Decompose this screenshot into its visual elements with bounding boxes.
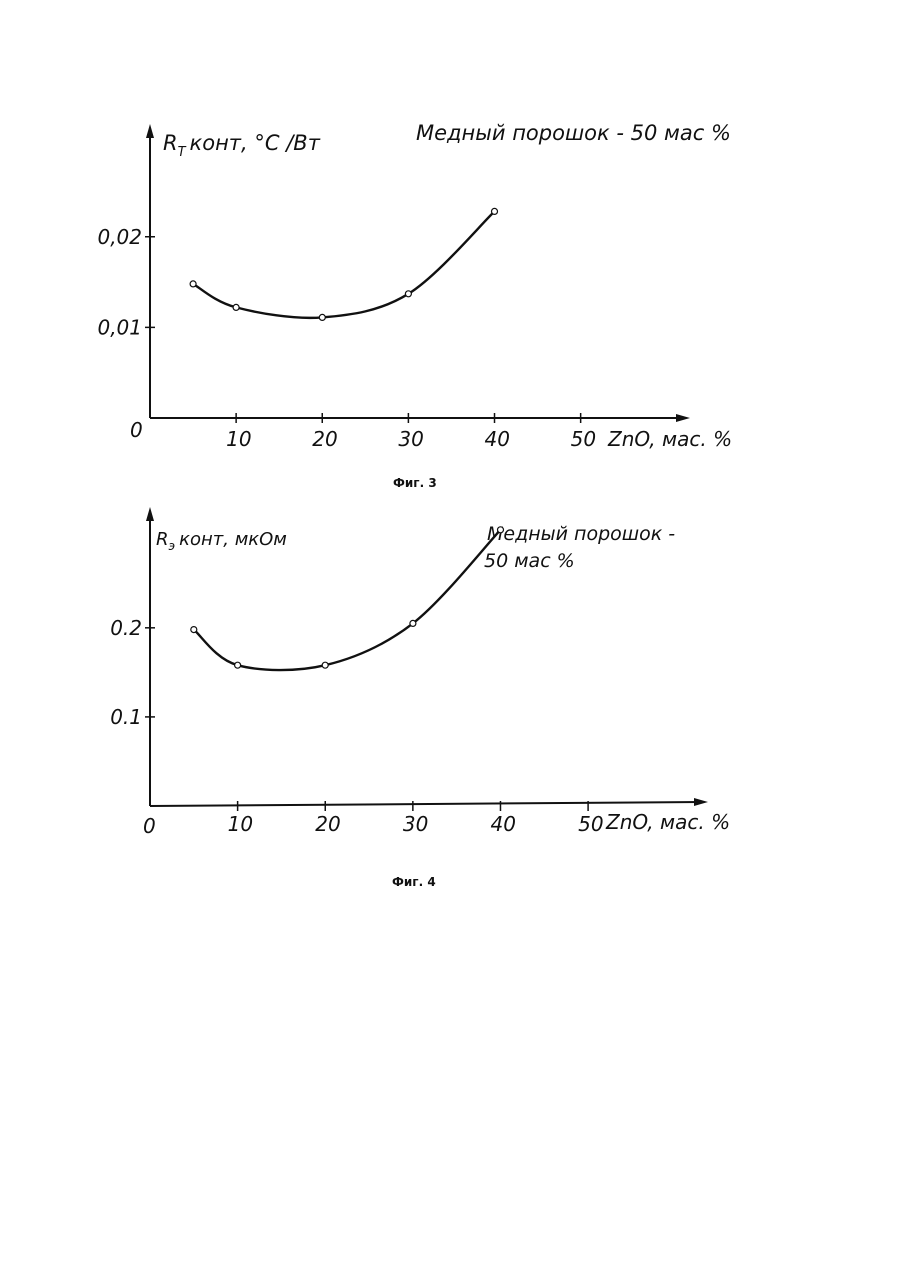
fig3-y-axis-arrow (146, 124, 154, 138)
fig3-series-curve (193, 211, 494, 317)
fig3-annotation: Медный порошок - 50 мас % (416, 121, 731, 145)
fig4-x-tick-label: 20 (315, 812, 340, 836)
fig4-x-axis (150, 802, 702, 806)
fig4-annotation-line1: Медный порошок - (487, 523, 675, 545)
fig4-y-axis-arrow (146, 507, 154, 521)
fig3-xlabel: ZnO, мас. % (607, 427, 732, 451)
fig4-x-tick-label: 30 (403, 812, 428, 836)
chart-fig4: Rэконт, мкОм Медный порошок - 50 мас % 0… (110, 507, 730, 889)
fig3-y-tick-label: 0,01 (97, 315, 142, 339)
fig4-data-point (410, 620, 416, 626)
fig3-data-point (405, 291, 411, 297)
fig3-data-point (233, 304, 239, 310)
fig4-x-ticks: 10 20 30 40 50 (228, 801, 604, 836)
fig3-x-tick-label: 20 (312, 427, 337, 451)
fig4-origin-label: 0 (143, 814, 156, 838)
fig3-x-tick-label: 50 (571, 427, 596, 451)
fig4-data-point (191, 627, 197, 633)
chart-fig3: RTконт, °C /Вт Медный порошок - 50 мас %… (97, 121, 732, 490)
fig4-series-curve (194, 530, 501, 670)
fig3-x-tick-label: 40 (485, 427, 510, 451)
fig4-data-point (322, 662, 328, 668)
fig3-y-ticks: 0,01 0,02 (97, 225, 155, 340)
fig4-y-tick-label: 0.1 (110, 705, 142, 729)
fig4-x-tick-label: 50 (578, 812, 603, 836)
fig4-x-tick-label: 10 (228, 812, 253, 836)
fig3-caption: Фиг. 3 (393, 476, 437, 490)
fig3-data-point (190, 281, 196, 287)
fig3-ylabel: RTконт, °C /Вт (163, 131, 321, 160)
fig3-x-tick-label: 10 (226, 427, 251, 451)
fig4-x-axis-arrow (694, 798, 708, 806)
fig4-xlabel: ZnO, мас. % (605, 810, 730, 834)
fig4-ylabel: Rэконт, мкОм (156, 529, 287, 553)
fig3-data-point (319, 314, 325, 320)
fig3-x-tick-label: 30 (398, 427, 423, 451)
fig3-origin-label: 0 (130, 418, 143, 442)
fig4-y-tick-label: 0.2 (110, 616, 142, 640)
fig4-x-tick-label: 40 (490, 812, 515, 836)
fig3-y-tick-label: 0,02 (97, 225, 142, 249)
fig4-caption: Фиг. 4 (392, 875, 436, 889)
fig4-data-point (235, 662, 241, 668)
fig3-x-axis-arrow (676, 414, 690, 422)
fig3-data-points (190, 208, 497, 320)
fig4-annotation-line2: 50 мас % (484, 550, 575, 572)
fig3-data-point (492, 208, 498, 214)
fig4-data-point (498, 527, 504, 533)
fig4-y-ticks: 0.1 0.2 (110, 616, 155, 729)
